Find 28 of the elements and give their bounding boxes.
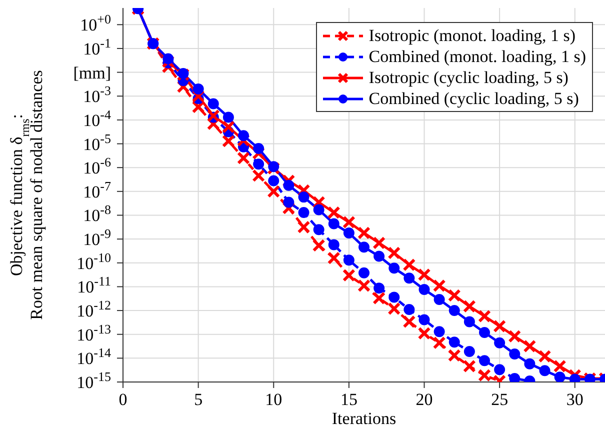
legend-label: Isotropic (cyclic loading, 5 s) xyxy=(368,67,568,88)
y-tick-label: 10$^{-4}$ xyxy=(83,106,112,130)
y-tick-label: 10$^{-12}$ xyxy=(76,297,111,321)
y-tick-label: 10$^{-13}$ xyxy=(76,320,111,344)
y-tick-label: 10$^{-8}$ xyxy=(83,202,111,226)
y-tick-label: 10$^{-15}$ xyxy=(76,368,111,392)
x-tick-label: 0 xyxy=(118,390,128,409)
y-tick-label: 10$^{-3}$ xyxy=(83,82,111,106)
legend-label: Isotropic (monot. loading, 1 s) xyxy=(368,25,576,46)
x-tick-label: 15 xyxy=(340,390,358,409)
y-tick-label: 10$^{-14}$ xyxy=(76,344,112,368)
legend-label: Combined (monot. loading, 1 s) xyxy=(368,46,586,67)
x-axis-title: Iterations xyxy=(332,409,396,428)
y-tick-label: 10$^{-11}$ xyxy=(77,273,111,297)
y-tick-label: [mm] xyxy=(73,63,111,82)
y-tick-label: 10$^{-5}$ xyxy=(83,130,111,154)
y-tick-label: 10$^{-9}$ xyxy=(83,226,111,250)
y-tick-label: 10$^{-1}$ xyxy=(83,34,111,58)
x-tick-label: 10 xyxy=(265,390,282,409)
x-tick-label: 25 xyxy=(491,390,508,409)
x-tick-label: 20 xyxy=(416,390,433,409)
y-tick-label: 10$^{-10}$ xyxy=(76,249,111,273)
y-tick-label: 10$^{-7}$ xyxy=(83,178,112,202)
y-tick-label: 10$^{+0}$ xyxy=(80,11,111,35)
y-tick-label: 10$^{-6}$ xyxy=(83,154,112,178)
legend-label: Combined (cyclic loading, 5 s) xyxy=(368,88,579,109)
x-tick-label: 30 xyxy=(566,390,584,409)
x-tick-label: 5 xyxy=(194,390,203,409)
